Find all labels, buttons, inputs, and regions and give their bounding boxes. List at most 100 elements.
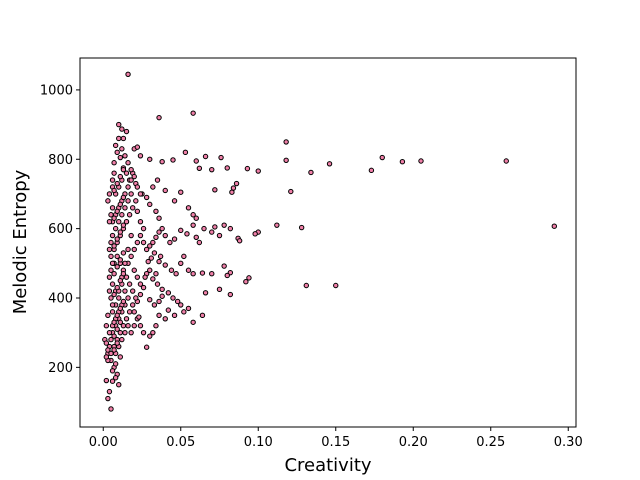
data-point-86 [168, 267, 175, 273]
y-tick-label-3: 800 [48, 153, 73, 168]
data-point-217 [130, 302, 136, 308]
data-point-78 [143, 194, 150, 201]
data-point-252 [128, 177, 134, 183]
data-point-145 [122, 205, 128, 211]
data-point-291 [114, 312, 120, 319]
data-point-94 [147, 267, 153, 273]
data-point-267 [103, 354, 110, 360]
data-point-79 [147, 201, 153, 208]
data-point-61 [236, 238, 243, 244]
data-point-15 [551, 223, 557, 229]
data-point-13 [255, 168, 261, 174]
x-tick-label-0: 0.00 [89, 435, 118, 450]
data-point-269 [103, 340, 110, 346]
data-point-109 [156, 312, 162, 319]
data-point-243 [122, 260, 128, 267]
data-point-63 [184, 231, 190, 237]
data-point-130 [123, 128, 130, 135]
plot-frame [79, 57, 577, 428]
data-point-87 [173, 271, 179, 277]
data-point-108 [162, 316, 168, 322]
data-point-286 [111, 187, 117, 194]
data-point-83 [151, 250, 158, 256]
data-point-96 [150, 276, 156, 282]
data-point-277 [120, 250, 127, 256]
data-point-288 [117, 173, 124, 180]
data-point-266 [105, 312, 111, 319]
data-point-258 [108, 212, 114, 218]
data-point-101 [174, 298, 181, 305]
data-point-117 [131, 309, 137, 315]
data-point-91 [190, 271, 196, 277]
data-point-9 [308, 169, 314, 176]
data-point-172 [105, 395, 111, 402]
data-point-193 [130, 205, 136, 211]
x-axis-ticks: 0.00 0.05 0.10 0.15 0.20 0.25 0.30 [89, 427, 583, 450]
data-point-278 [111, 243, 117, 249]
data-point-296 [117, 319, 124, 325]
data-point-200 [108, 267, 114, 273]
data-point-297 [111, 347, 117, 353]
data-point-32 [202, 290, 209, 296]
data-point-22 [246, 275, 252, 281]
data-point-7 [399, 158, 406, 165]
data-point-214 [134, 274, 141, 280]
data-point-100 [170, 295, 176, 301]
data-point-152 [114, 253, 120, 260]
data-point-112 [147, 333, 153, 339]
data-point-191 [137, 191, 144, 197]
data-point-263 [106, 288, 113, 294]
data-point-12 [288, 188, 294, 195]
data-point-234 [106, 329, 113, 336]
data-point-281 [120, 222, 127, 228]
data-point-158 [125, 295, 131, 301]
data-point-245 [128, 232, 134, 239]
data-point-135 [111, 160, 117, 166]
data-point-275 [114, 264, 120, 270]
x-axis-label: Creativity [284, 455, 371, 476]
data-point-147 [116, 218, 122, 225]
data-point-90 [185, 267, 192, 273]
data-point-183 [122, 153, 128, 159]
data-point-261 [108, 253, 114, 260]
data-point-170 [109, 378, 116, 384]
data-point-293 [120, 298, 127, 305]
data-point-102 [178, 302, 184, 308]
data-point-105 [190, 319, 196, 325]
data-point-43 [193, 158, 199, 164]
data-point-113 [143, 344, 150, 350]
data-point-30 [209, 271, 215, 277]
data-point-128 [153, 271, 159, 277]
data-point-69 [156, 229, 162, 235]
data-point-233 [136, 314, 142, 320]
data-point-121 [142, 274, 148, 280]
data-point-119 [137, 291, 144, 298]
data-point-6 [503, 158, 509, 164]
data-point-2 [156, 114, 162, 121]
data-point-11 [283, 157, 289, 164]
data-point-14 [244, 165, 251, 172]
data-point-137 [117, 154, 124, 161]
data-point-302 [112, 375, 119, 381]
data-point-54 [193, 215, 199, 221]
data-point-177 [105, 198, 111, 204]
data-point-99 [165, 290, 172, 296]
data-point-52 [185, 205, 192, 211]
data-point-134 [112, 142, 119, 149]
data-point-23 [243, 278, 249, 285]
data-point-65 [171, 236, 178, 242]
data-point-251 [125, 184, 131, 190]
data-point-98 [159, 286, 165, 293]
data-point-213 [131, 267, 137, 273]
data-point-260 [106, 246, 113, 253]
data-point-284 [117, 201, 124, 208]
data-point-272 [117, 277, 124, 284]
data-point-218 [126, 309, 133, 315]
data-point-107 [165, 307, 172, 313]
data-point-195 [123, 218, 130, 225]
x-tick-label-2: 0.10 [244, 435, 273, 450]
data-point-33 [199, 270, 206, 276]
data-point-26 [224, 272, 230, 279]
data-point-72 [147, 243, 153, 249]
data-point-21 [333, 282, 339, 289]
